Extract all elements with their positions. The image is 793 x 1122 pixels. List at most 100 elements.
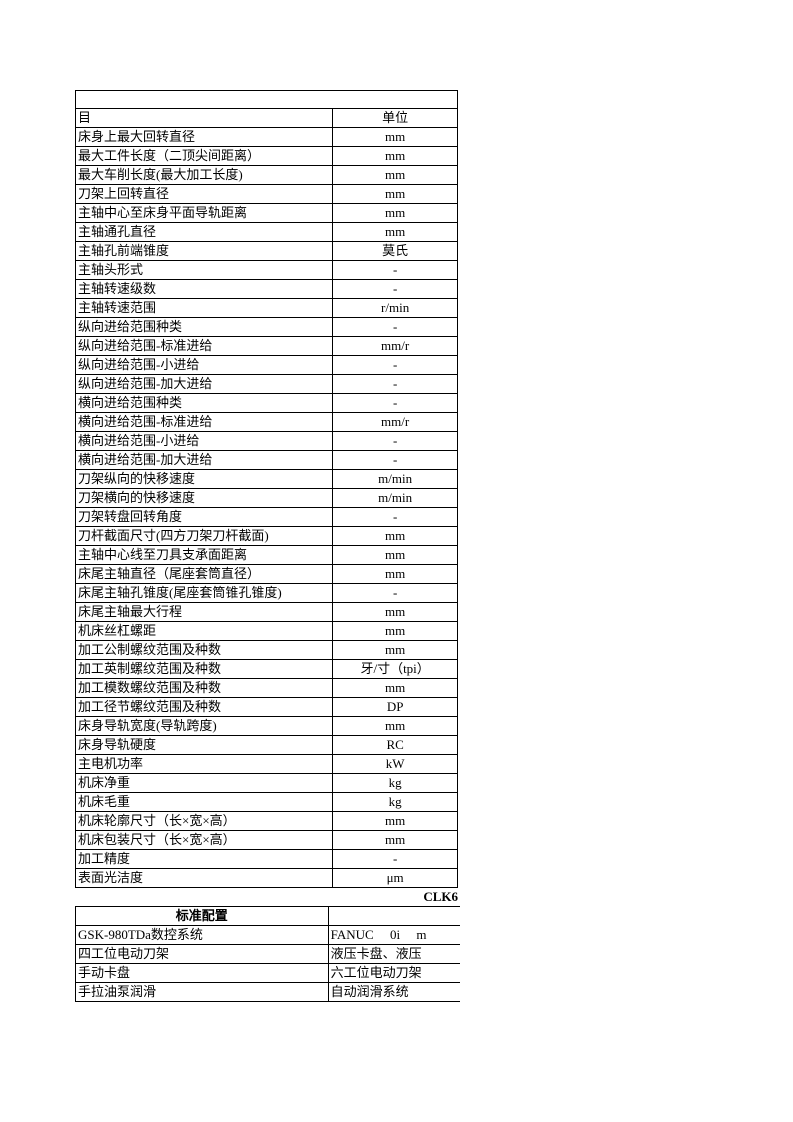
param-cell: 纵向进给范围-加大进给 [76,375,333,394]
table-row: 机床毛重kg [76,793,458,812]
param-cell: 最大车削长度(最大加工长度) [76,166,333,185]
param-cell: 机床丝杠螺距 [76,622,333,641]
table-row: 加工精度- [76,850,458,869]
unit-cell: - [333,432,458,451]
param-cell: 加工径节螺纹范围及种数 [76,698,333,717]
config-header-blank [328,907,460,926]
param-cell: 床尾主轴孔锥度(尾座套筒锥孔锥度) [76,584,333,603]
param-cell: 加工公制螺纹范围及种数 [76,641,333,660]
param-cell: 加工英制螺纹范围及种数 [76,660,333,679]
config-row: 手拉油泵润滑自动润滑系统 [76,983,461,1002]
unit-cell: - [333,451,458,470]
unit-cell: mm/r [333,337,458,356]
unit-cell: - [333,375,458,394]
table-row: 横向进给范围-小进给- [76,432,458,451]
param-cell: 横向进给范围-标准进给 [76,413,333,432]
table-row: 纵向进给范围-小进给- [76,356,458,375]
param-cell: 横向进给范围-加大进给 [76,451,333,470]
config-row: GSK-980TDa数控系统FANUC 0i m [76,926,461,945]
param-cell: 刀架横向的快移速度 [76,489,333,508]
unit-cell: mm [333,831,458,850]
unit-cell: - [333,508,458,527]
unit-cell: - [333,280,458,299]
unit-cell: - [333,356,458,375]
param-cell: 横向进给范围种类 [76,394,333,413]
table-row: 最大工件长度（二顶尖间距离）mm [76,147,458,166]
param-cell: 床身导轨宽度(导轨跨度) [76,717,333,736]
param-cell: 机床轮廓尺寸（长×宽×高） [76,812,333,831]
param-cell: 床尾主轴最大行程 [76,603,333,622]
unit-cell: 牙/寸（tpi） [333,660,458,679]
unit-cell: - [333,584,458,603]
unit-cell: kg [333,774,458,793]
table-row: 横向进给范围种类- [76,394,458,413]
parameters-table: 目 单位 床身上最大回转直径mm最大工件长度（二顶尖间距离）mm最大车削长度(最… [75,90,458,888]
config-header: 标准配置 [76,907,329,926]
unit-cell: mm [333,527,458,546]
param-cell: 床身上最大回转直径 [76,128,333,147]
table-row: 床身导轨硬度RC [76,736,458,755]
unit-cell: mm [333,546,458,565]
unit-cell: - [333,850,458,869]
param-cell: 主轴头形式 [76,261,333,280]
unit-cell: - [333,261,458,280]
param-cell: 表面光洁度 [76,869,333,888]
param-cell: 纵向进给范围种类 [76,318,333,337]
table-row: 加工英制螺纹范围及种数牙/寸（tpi） [76,660,458,679]
config-row: 手动卡盘六工位电动刀架 [76,964,461,983]
param-cell: 机床包装尺寸（长×宽×高） [76,831,333,850]
param-cell: 主轴孔前端锥度 [76,242,333,261]
table-row: 横向进给范围-加大进给- [76,451,458,470]
config-cell-1: 手拉油泵润滑 [76,983,329,1002]
unit-cell: - [333,318,458,337]
table-row: 刀架横向的快移速度m/min [76,489,458,508]
unit-cell: μm [333,869,458,888]
table-row: 主轴通孔直径mm [76,223,458,242]
unit-cell: mm [333,147,458,166]
table-row: 主轴中心线至刀具支承面距离mm [76,546,458,565]
param-cell: 横向进给范围-小进给 [76,432,333,451]
table-row: 床尾主轴直径（尾座套筒直径）mm [76,565,458,584]
config-cell-2: 液压卡盘、液压 [328,945,460,964]
config-cell-1: 四工位电动刀架 [76,945,329,964]
table-row: 表面光洁度μm [76,869,458,888]
table-row: 最大车削长度(最大加工长度)mm [76,166,458,185]
unit-cell: mm [333,204,458,223]
table-row: 纵向进给范围种类- [76,318,458,337]
unit-cell: m/min [333,470,458,489]
param-cell: 机床净重 [76,774,333,793]
table-row: 机床丝杠螺距mm [76,622,458,641]
unit-cell: mm [333,185,458,204]
table-row: 床身上最大回转直径mm [76,128,458,147]
unit-cell: mm [333,223,458,242]
config-table-body: GSK-980TDa数控系统FANUC 0i m四工位电动刀架液压卡盘、液压手动… [76,926,461,1002]
param-cell: 机床毛重 [76,793,333,812]
table-header-row: 目 单位 [76,109,458,128]
config-table: 标准配置 GSK-980TDa数控系统FANUC 0i m四工位电动刀架液压卡盘… [75,906,460,1002]
param-cell: 刀架纵向的快移速度 [76,470,333,489]
table-row: 刀杆截面尺寸(四方刀架刀杆截面)mm [76,527,458,546]
param-cell: 纵向进给范围-小进给 [76,356,333,375]
unit-cell: mm [333,717,458,736]
unit-cell: mm [333,603,458,622]
unit-cell: DP [333,698,458,717]
param-cell: 纵向进给范围-标准进给 [76,337,333,356]
table-row: 主轴转速级数- [76,280,458,299]
header-param: 目 [76,109,333,128]
param-cell: 加工精度 [76,850,333,869]
table-row: 加工径节螺纹范围及种数DP [76,698,458,717]
unit-cell: mm/r [333,413,458,432]
table-row: 机床净重kg [76,774,458,793]
table-row: 主轴转速范围r/min [76,299,458,318]
config-cell-1: 手动卡盘 [76,964,329,983]
config-cell-2: 自动润滑系统 [328,983,460,1002]
table-row: 纵向进给范围-标准进给mm/r [76,337,458,356]
table-row: 刀架上回转直径mm [76,185,458,204]
config-cell-2: 六工位电动刀架 [328,964,460,983]
param-cell: 刀架转盘回转角度 [76,508,333,527]
unit-cell: mm [333,128,458,147]
unit-cell: mm [333,679,458,698]
table-row: 刀架转盘回转角度- [76,508,458,527]
unit-cell: mm [333,622,458,641]
param-cell: 主电机功率 [76,755,333,774]
